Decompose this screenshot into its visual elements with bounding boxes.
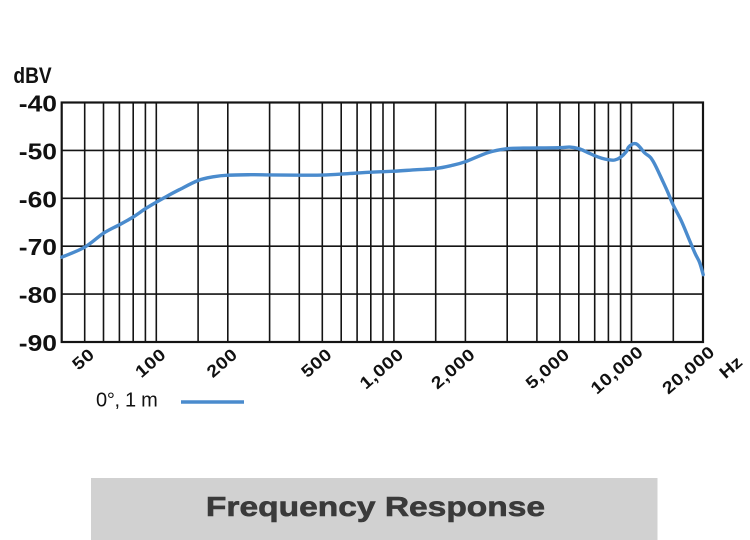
svg-text:-90: -90	[19, 332, 57, 357]
svg-text:-60: -60	[19, 188, 57, 213]
svg-text:-80: -80	[19, 284, 57, 309]
svg-text:0°, 1 m: 0°, 1 m	[96, 390, 157, 412]
svg-text:Frequency Response: Frequency Response	[206, 492, 545, 522]
svg-text:dBV: dBV	[13, 64, 51, 89]
svg-text:-70: -70	[19, 236, 57, 261]
svg-text:-40: -40	[19, 92, 57, 117]
svg-text:-50: -50	[19, 140, 57, 165]
